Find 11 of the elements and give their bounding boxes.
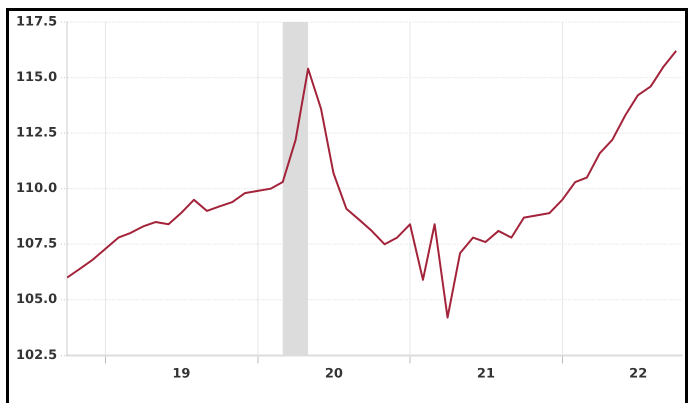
y-tick-label: 115.0 <box>16 70 58 85</box>
y-tick-label: 102.5 <box>16 348 58 363</box>
x-tick-label: 20 <box>324 366 343 382</box>
y-tick-label: 107.5 <box>16 236 58 252</box>
x-tick-label: 21 <box>476 366 495 382</box>
x-tick-label: 19 <box>172 366 190 382</box>
y-tick-label: 110.0 <box>16 181 58 196</box>
y-tick-label: 112.5 <box>16 126 58 141</box>
y-tick-label: 105.0 <box>16 292 58 308</box>
x-tick-label: 22 <box>629 366 648 382</box>
y-tick-label: 117.5 <box>16 14 58 30</box>
